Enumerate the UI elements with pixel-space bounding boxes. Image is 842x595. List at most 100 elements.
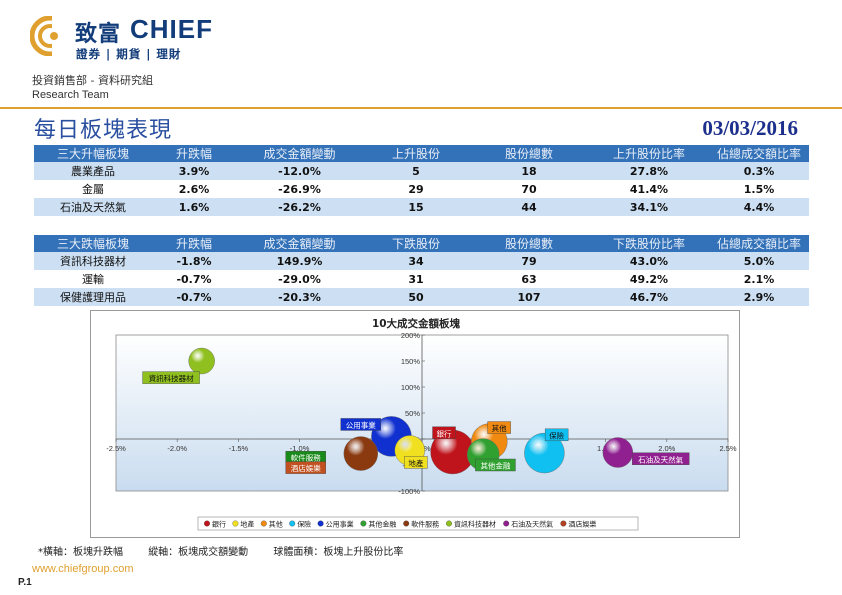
data-label-box: [285, 461, 326, 474]
bubble-保險: [524, 432, 565, 474]
legend-entry: 地產: [240, 520, 254, 529]
legend-marker: [289, 520, 296, 527]
chief-logo-icon: [30, 16, 70, 56]
bubble-軟件服務: [343, 436, 378, 471]
rising-count: 15: [363, 198, 469, 216]
legend-marker: [204, 520, 210, 527]
turnover-share: 5.0%: [709, 252, 809, 270]
sector-name: 保健護理用品: [34, 288, 152, 306]
table-row: 保健護理用品 -0.7% -20.3% 50 107 46.7% 2.9%: [34, 288, 809, 306]
falling-ratio: 46.7%: [589, 288, 709, 306]
legend-entry: 保險: [297, 520, 311, 529]
turnover-share: 2.9%: [709, 288, 809, 306]
column-header: 股份總數: [469, 235, 589, 252]
column-header: 下跌股份比率: [589, 235, 709, 252]
column-header: 上升股份: [363, 145, 469, 162]
column-header: 三大跌幅板塊: [34, 235, 152, 252]
legend-marker: [317, 520, 324, 527]
data-label-box: [432, 426, 456, 439]
legend-entry: 其他金融: [368, 520, 396, 529]
data-label-box: [142, 371, 200, 384]
rising-count: 29: [363, 180, 469, 198]
sector-name: 金屬: [34, 180, 152, 198]
sector-name: 運輸: [34, 270, 152, 288]
total-count: 79: [469, 252, 589, 270]
legend-marker: [446, 520, 452, 527]
legend-entry: 酒店娛樂: [568, 520, 596, 529]
sector-change: 1.6%: [152, 198, 236, 216]
sector-change: -0.7%: [152, 270, 236, 288]
y-tick-label: 100%: [401, 383, 421, 392]
logo-english-name: CHIEF: [130, 14, 213, 44]
legend-entry: 資訊科技器材: [454, 520, 496, 529]
sector-name: 農業產品: [34, 162, 152, 180]
turnover-share: 0.3%: [709, 162, 809, 180]
data-label: 保險: [549, 430, 564, 440]
total-count: 107: [469, 288, 589, 306]
falling-count: 31: [363, 270, 469, 288]
bubble-chart: 10大成交金額板塊-2.5%-2.0%-1.5%-1.0%-0.5%0.0%0.…: [90, 310, 740, 538]
page-title: 每日板塊表現: [34, 118, 173, 143]
team-label: Research Team: [32, 89, 109, 101]
y-tick-label: 200%: [401, 331, 421, 340]
footnote-bubble: 球體面積：板塊上升股份比率: [273, 547, 404, 558]
legend-entry: 銀行: [212, 520, 226, 529]
legend-marker: [232, 520, 239, 527]
sector-change: 3.9%: [152, 162, 236, 180]
legend-marker: [260, 520, 267, 527]
rising-ratio: 41.4%: [589, 180, 709, 198]
x-tick-label: 2.0%: [658, 444, 675, 453]
x-tick-label: -1.5%: [229, 444, 249, 453]
legend-marker: [403, 520, 410, 527]
turnover-share: 2.1%: [709, 270, 809, 288]
y-tick-label: 150%: [401, 357, 421, 366]
turnover-share: 4.4%: [709, 198, 809, 216]
falling-count: 50: [363, 288, 469, 306]
chart-title: 10大成交金額板塊: [372, 317, 461, 330]
rising-ratio: 34.1%: [589, 198, 709, 216]
legend-entry: 軟件服務: [411, 520, 439, 529]
table-header-row: 三大升幅板塊 升跌幅 成交金額變動 上升股份 股份總數 上升股份比率 佔總成交額…: [34, 145, 809, 162]
data-label: 地產: [408, 458, 423, 468]
sector-change: -0.7%: [152, 288, 236, 306]
falling-ratio: 43.0%: [589, 252, 709, 270]
footnote-x-axis: *橫軸：板塊升跌幅: [38, 547, 123, 558]
data-label-box: [340, 418, 382, 431]
column-header: 成交金額變動: [236, 235, 363, 252]
table-header-row: 三大跌幅板塊 升跌幅 成交金額變動 下跌股份 股份總數 下跌股份比率 佔總成交額…: [34, 235, 809, 252]
data-label-box: [487, 421, 511, 434]
chart-footnote: *橫軸：板塊升跌幅 縱軸：板塊成交額變動 球體面積：板塊上升股份比率: [38, 543, 425, 558]
column-header: 升跌幅: [152, 235, 236, 252]
legend-entry: 其他: [269, 520, 283, 529]
data-label: 軟件服務: [291, 453, 321, 463]
turnover-change: -26.9%: [236, 180, 363, 198]
legend-marker: [503, 520, 510, 527]
column-header: 三大升幅板塊: [34, 145, 152, 162]
top-gainers-table: 三大升幅板塊 升跌幅 成交金額變動 上升股份 股份總數 上升股份比率 佔總成交額…: [34, 145, 809, 216]
turnover-change: -26.2%: [236, 198, 363, 216]
bubble-chart-svg: 10大成交金額板塊-2.5%-2.0%-1.5%-1.0%-0.5%0.0%0.…: [106, 317, 737, 531]
legend-entry: 公用事業: [326, 520, 354, 529]
column-header: 升跌幅: [152, 145, 236, 162]
data-label: 酒店娛樂: [291, 463, 321, 473]
top-losers-table: 三大跌幅板塊 升跌幅 成交金額變動 下跌股份 股份總數 下跌股份比率 佔總成交額…: [34, 235, 809, 306]
website-link[interactable]: www.chiefgroup.com: [32, 563, 134, 575]
logo-tagline: 證券 | 期貨 | 理財: [76, 47, 182, 61]
total-count: 70: [469, 180, 589, 198]
total-count: 18: [469, 162, 589, 180]
column-header: 成交金額變動: [236, 145, 363, 162]
x-tick-label: -1.0%: [290, 444, 310, 453]
sector-change: -1.8%: [152, 252, 236, 270]
table-row: 運輸 -0.7% -29.0% 31 63 49.2% 2.1%: [34, 270, 809, 288]
data-label: 其他: [492, 423, 507, 433]
turnover-change: -12.0%: [236, 162, 363, 180]
rising-ratio: 27.8%: [589, 162, 709, 180]
company-logo: 致富 CHIEF 證券 | 期貨 | 理財: [30, 14, 240, 62]
sector-name: 資訊科技器材: [34, 252, 152, 270]
turnover-share: 1.5%: [709, 180, 809, 198]
rising-count: 5: [363, 162, 469, 180]
data-label-box: [475, 458, 516, 472]
legend-entry: 石油及天然氣: [511, 520, 553, 529]
bubble-石油及天然氣: [602, 437, 634, 468]
turnover-change: -29.0%: [236, 270, 363, 288]
